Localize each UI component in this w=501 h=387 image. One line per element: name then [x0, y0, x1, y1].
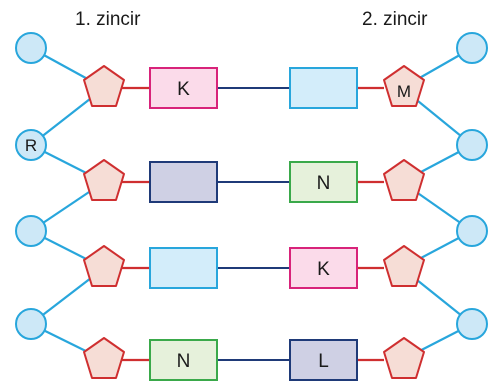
- sugar-pentagon: [383, 337, 425, 379]
- strand-1-bases: [149, 67, 218, 381]
- phosphate-circle: [15, 32, 47, 64]
- strand-1-phosphates: [15, 32, 47, 340]
- strand-1-sugars: [83, 65, 125, 379]
- strand-1-base-label: N: [177, 351, 191, 372]
- hydrogen-bonds: [217, 87, 290, 361]
- phosphate-circle: [15, 215, 47, 247]
- strand-2-bases: [289, 67, 358, 381]
- base-box: [289, 161, 358, 203]
- sugar-pentagon: [83, 245, 125, 287]
- strand-2-base-label: K: [317, 259, 330, 280]
- strand-2-base-label: N: [317, 173, 331, 194]
- base-box: [149, 161, 218, 203]
- strand-2-base-label: L: [318, 351, 329, 372]
- strand-2-heading: 2. zincir: [362, 9, 428, 30]
- sugar-m-label: M: [397, 82, 411, 101]
- phosphate-r-label: R: [25, 136, 37, 155]
- base-box: [289, 339, 358, 381]
- base-box: [149, 247, 218, 289]
- sugar-pentagon: [383, 159, 425, 201]
- sugar-pentagon: [383, 245, 425, 287]
- phosphate-circle: [456, 308, 488, 340]
- base-box: [149, 67, 218, 109]
- strand-2-sugars: [383, 65, 425, 379]
- sugar-base-links: [122, 86, 384, 362]
- sugar-pentagon: [83, 159, 125, 201]
- strand-1-base-label: K: [177, 79, 190, 100]
- base-box: [289, 247, 358, 289]
- base-box: [289, 67, 358, 109]
- sugar-pentagon: [83, 65, 125, 107]
- base-box: [149, 339, 218, 381]
- phosphate-circle: [15, 308, 47, 340]
- sugar-pentagon: [83, 337, 125, 379]
- strand-2-phosphates: [456, 32, 488, 340]
- phosphate-circle: [456, 129, 488, 161]
- strand-1-heading: 1. zincir: [75, 9, 141, 30]
- phosphate-circle-r: [15, 129, 47, 161]
- sugar-pentagon-m: [383, 65, 425, 107]
- phosphate-circle: [456, 215, 488, 247]
- phosphate-circle: [456, 32, 488, 64]
